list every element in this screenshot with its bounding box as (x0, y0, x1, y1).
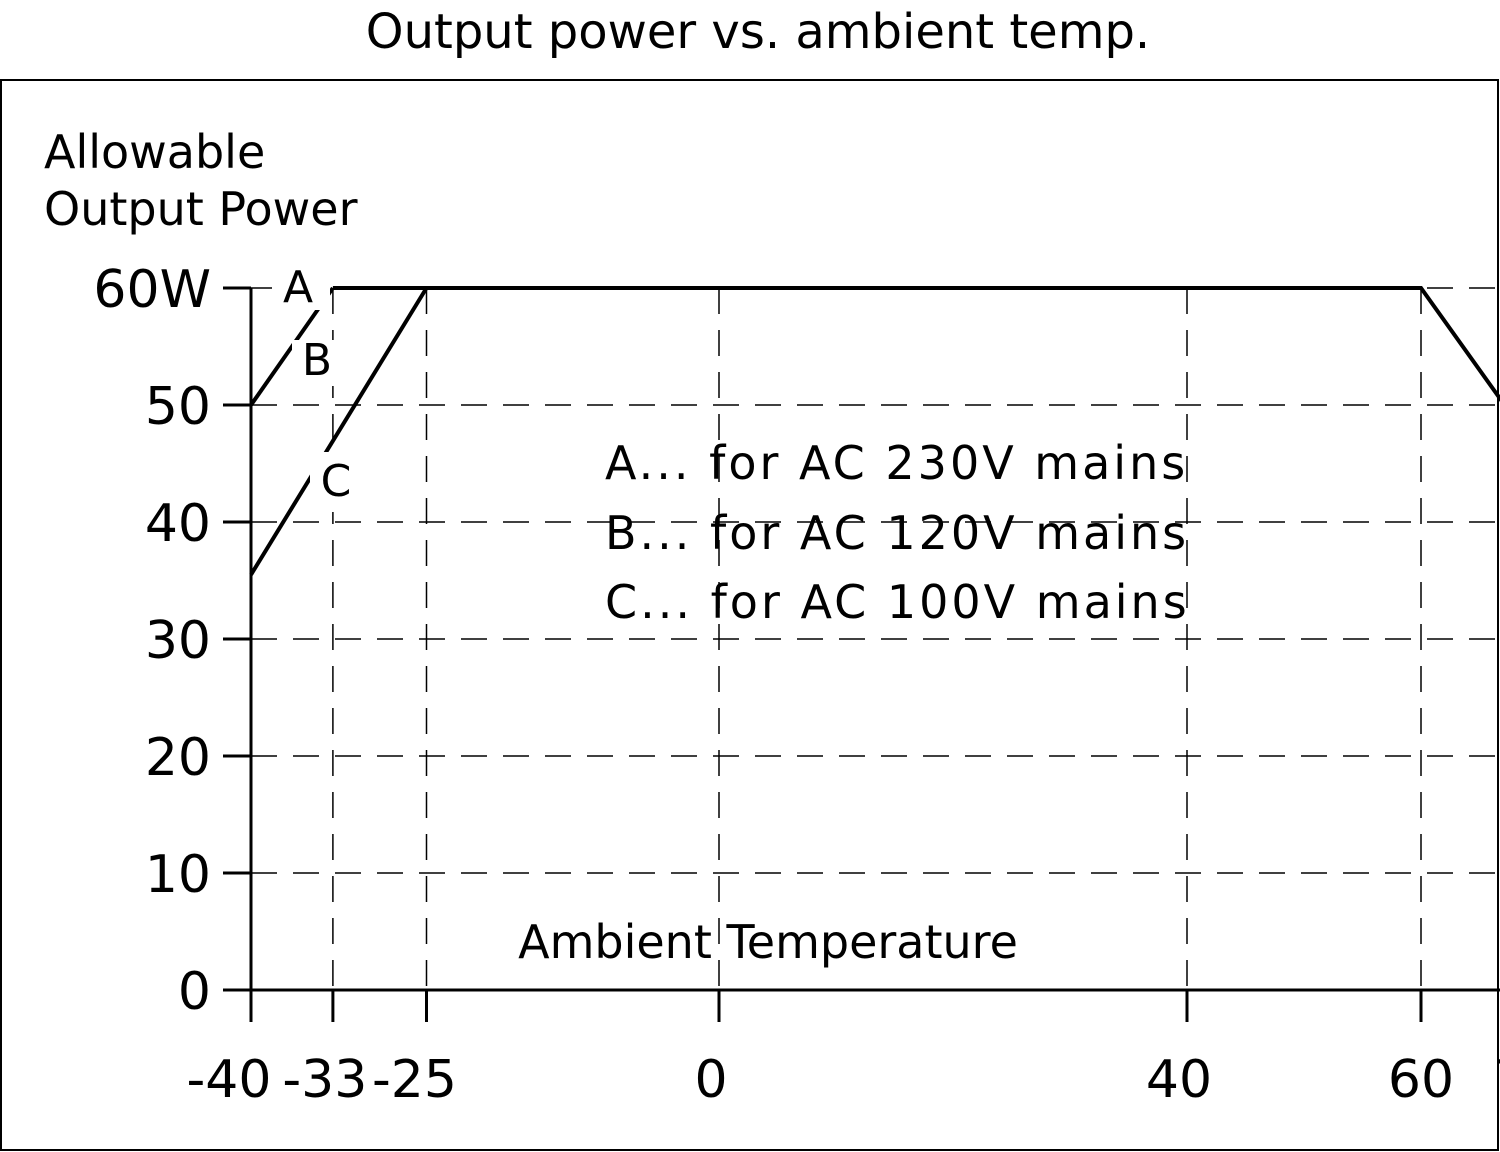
legend-entry-a: A... for AC 230V mains (605, 436, 1188, 490)
legend-entry-c: C... for AC 100V mains (605, 575, 1190, 629)
x-tick-label-40: 40 (1146, 1050, 1212, 1110)
series-letter-a: A (283, 262, 313, 313)
legend-entry-b: B... for AC 120V mains (605, 506, 1189, 560)
axes (223, 286, 1500, 1022)
series-letter-c: C (321, 456, 352, 507)
x-tick-label--40: -40 (187, 1050, 272, 1110)
y-axis-label-line-1: Allowable (44, 125, 265, 179)
y-tick-label-30: 30 (145, 611, 211, 671)
series-letter-c-gap (310, 452, 360, 512)
grid (251, 287, 1500, 990)
y-tick-label-40: 40 (145, 494, 211, 554)
y-axis-label-line-2: Output Power (44, 182, 358, 236)
y-tick-label-0: 0 (178, 962, 211, 1022)
x-tick-label-0: 0 (694, 1050, 727, 1110)
y-tick-label-10: 10 (145, 845, 211, 905)
chart-frame (0, 79, 1499, 1151)
x-axis-label: Ambient Temperature (518, 915, 1018, 969)
x-tick-label-70: 70°C (1494, 1050, 1500, 1110)
x-tick-label--25: -25 (372, 1050, 457, 1110)
series-lines (249, 264, 1500, 576)
series-line-a (332, 286, 1500, 403)
series-line-c (249, 286, 429, 576)
series-letter-b-gap (292, 340, 334, 386)
chart-title: Output power vs. ambient temp. (366, 4, 1150, 60)
y-tick-label-50: 50 (145, 377, 211, 437)
x-tick-label-60: 60 (1388, 1050, 1454, 1110)
series-letter-b: B (302, 335, 332, 386)
tick-labels: 0 10 20 30 40 50 60W -40-33-25 0 40 60 70°C (93, 260, 1500, 1110)
series-letter-a-gap (272, 264, 330, 310)
x-tick-label--33: -33 (282, 1050, 367, 1110)
y-tick-label-60: 60W (93, 260, 211, 320)
y-tick-label-20: 20 (145, 728, 211, 788)
